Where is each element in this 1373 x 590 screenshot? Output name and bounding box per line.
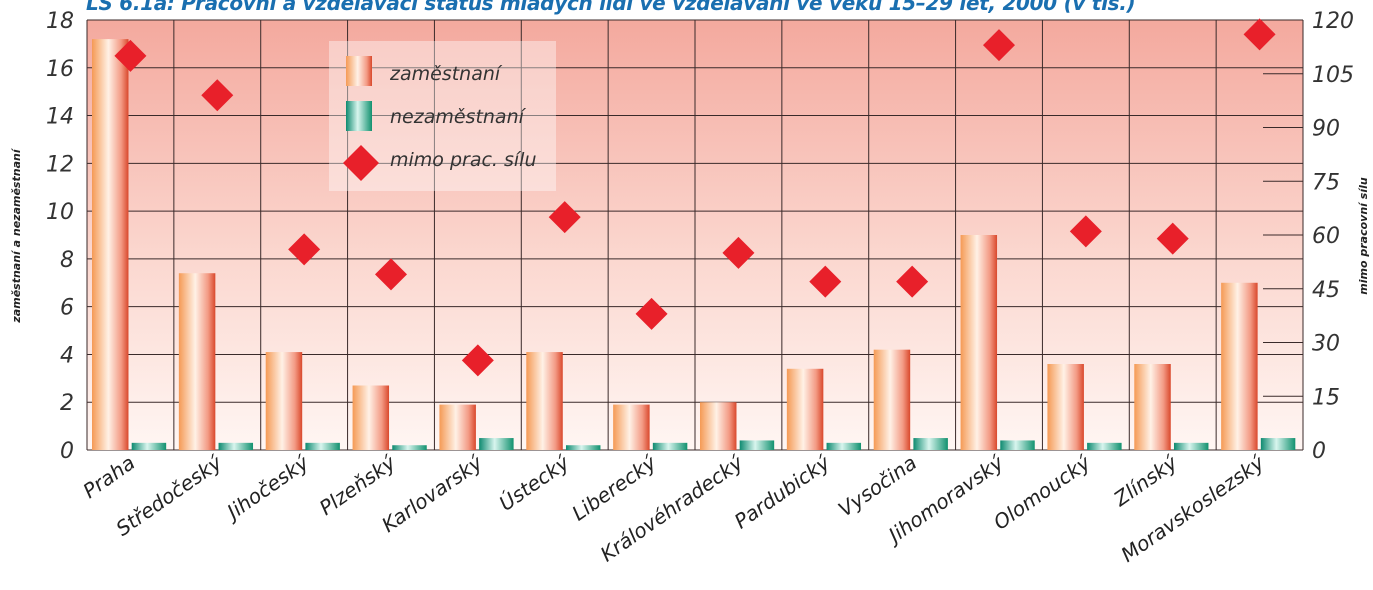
legend-marker-outside-labour	[343, 145, 379, 181]
bar-unemployed	[913, 438, 948, 450]
grid	[86, 19, 1304, 451]
bar-employed	[1047, 364, 1084, 450]
right-tick-label: 75	[1312, 170, 1340, 195]
right-tick-label: 120	[1312, 9, 1354, 34]
marker-outside-labour	[1243, 18, 1276, 51]
left-tick-label: 10	[46, 200, 74, 225]
markers	[114, 18, 1276, 377]
bar-unemployed	[565, 445, 601, 450]
marker-outside-labour	[1069, 215, 1102, 248]
category-label: Jihočeský	[219, 450, 314, 526]
bar-unemployed	[1260, 438, 1296, 450]
bar-employed	[960, 235, 998, 450]
legend: zaměstnaní nezaměstnaní mimo prac. sílu	[329, 41, 556, 191]
category-label: Zlínský	[1109, 450, 1183, 512]
bar-employed	[700, 402, 737, 450]
bar-unemployed	[1000, 440, 1035, 450]
marker-outside-labour	[548, 201, 581, 234]
bars	[92, 39, 1296, 450]
right-axis-ticks: 0 15 30 45 60 75 90 105 120	[1312, 9, 1354, 464]
bar-employed	[265, 352, 303, 450]
right-axis-label: mimo pracovní sílu	[1357, 177, 1370, 295]
legend-label-unemployed: nezaměstnaní	[390, 106, 527, 128]
marker-outside-labour	[635, 297, 668, 330]
right-tick-label: 0	[1312, 439, 1326, 464]
legend-swatch-employed	[346, 56, 372, 86]
bar-unemployed	[1087, 442, 1122, 450]
bar-unemployed	[739, 440, 775, 450]
legend-swatch-unemployed	[346, 101, 372, 131]
bar-employed	[786, 368, 824, 450]
left-tick-label: 4	[60, 343, 74, 368]
right-tick-label: 45	[1312, 278, 1340, 303]
marker-outside-labour	[461, 344, 494, 377]
legend-label-employed: zaměstnaní	[389, 63, 503, 85]
marker-outside-labour	[983, 29, 1015, 62]
category-label: Ústecký	[495, 450, 575, 516]
right-tick-label: 90	[1312, 117, 1340, 142]
left-tick-label: 14	[46, 105, 74, 130]
bar-unemployed	[652, 442, 688, 450]
bar-unemployed	[1173, 442, 1209, 450]
left-tick-label: 16	[46, 57, 74, 82]
bar-employed	[1221, 282, 1258, 450]
right-tick-label: 15	[1312, 385, 1340, 410]
category-label: Moravskoslezský	[1117, 450, 1270, 567]
left-tick-label: 2	[60, 391, 74, 416]
bar-unemployed	[826, 442, 862, 450]
bar-employed	[178, 273, 216, 450]
left-tick-label: 18	[46, 9, 74, 34]
bar-employed	[92, 39, 129, 450]
bar-unemployed	[392, 445, 427, 450]
category-label: Praha	[78, 450, 139, 503]
bar-unemployed	[218, 442, 254, 450]
right-tick-label: 105	[1312, 63, 1354, 88]
marker-outside-labour	[114, 39, 147, 72]
left-tick-label: 12	[46, 152, 74, 177]
marker-outside-labour	[201, 79, 234, 112]
marker-outside-labour	[896, 265, 929, 298]
bar-employed	[526, 352, 563, 450]
bar-employed	[873, 349, 911, 450]
bar-unemployed	[131, 442, 167, 450]
chart-title: LS 6.1a: Pracovní a vzdělávací status ml…	[86, 0, 1136, 15]
left-tick-label: 8	[60, 248, 74, 273]
bar-employed	[439, 404, 476, 450]
bar-employed	[613, 404, 650, 450]
category-label: Pardubický	[730, 450, 835, 534]
marker-outside-labour	[375, 258, 407, 291]
marker-outside-labour	[288, 233, 321, 266]
left-axis-ticks: 0 2 4 6 8 10 12 14 16 18	[46, 9, 74, 464]
marker-outside-labour	[722, 236, 755, 269]
bar-unemployed	[305, 442, 340, 450]
category-label: Olomoucký	[989, 450, 1096, 535]
right-tick-label: 60	[1312, 224, 1340, 249]
marker-outside-labour	[809, 265, 842, 298]
marker-outside-labour	[1156, 222, 1189, 255]
left-axis-label: zaměstnaní a nezaměstnaní	[10, 147, 23, 323]
bar-employed	[352, 385, 390, 450]
left-tick-label: 6	[60, 296, 74, 321]
right-tick-label: 30	[1312, 332, 1340, 357]
left-tick-label: 0	[60, 439, 74, 464]
bar-employed	[1134, 364, 1171, 450]
category-label: Královéhradecký	[596, 450, 748, 567]
bar-unemployed	[479, 438, 514, 450]
legend-label-outside-labour: mimo prac. sílu	[390, 149, 537, 171]
